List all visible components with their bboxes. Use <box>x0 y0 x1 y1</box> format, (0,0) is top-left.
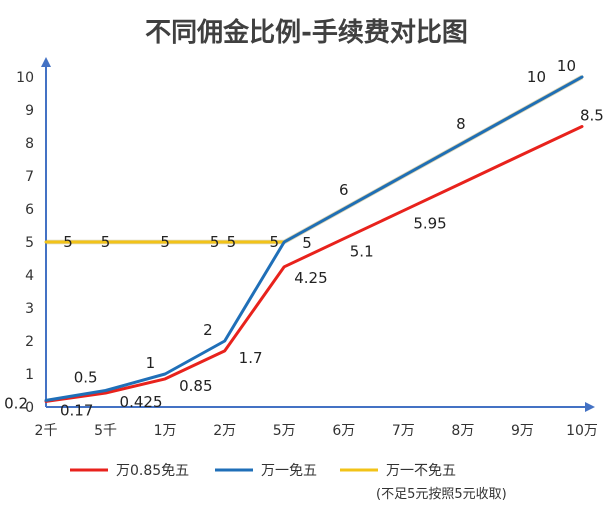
data-label: 6 <box>339 181 349 199</box>
legend-label: 万0.85免五 <box>116 463 189 479</box>
y-tick-label: 9 <box>25 103 34 119</box>
data-label: 0.425 <box>120 393 163 411</box>
legend-label: 万一免五 <box>261 463 317 479</box>
data-label: 5 <box>101 233 111 251</box>
chart-title: 不同佣金比例-手续费对比图 <box>145 18 468 48</box>
y-tick-label: 6 <box>25 202 34 218</box>
x-tick-label: 6万 <box>332 423 355 439</box>
data-label: 5.1 <box>350 243 374 261</box>
data-label: 5 <box>227 233 237 251</box>
data-label: 5 <box>210 233 220 251</box>
y-tick-label: 10 <box>16 70 34 86</box>
data-label: 0.17 <box>60 401 93 419</box>
data-label: 0.5 <box>74 369 98 387</box>
x-tick-label: 5万 <box>273 423 296 439</box>
data-label: 5.95 <box>413 215 446 233</box>
series-line-shadow <box>46 75 584 245</box>
x-tick-label: 1万 <box>154 423 177 439</box>
y-tick-label: 0 <box>25 400 34 416</box>
y-tick-label: 7 <box>25 169 34 185</box>
legend-note: (不足5元按照5元收取) <box>376 487 507 502</box>
data-label: 0.85 <box>179 377 212 395</box>
data-label: 2 <box>203 321 213 339</box>
y-tick-label: 8 <box>25 136 34 152</box>
data-label: 10 <box>527 68 546 86</box>
y-tick-label: 2 <box>25 334 34 350</box>
data-label: 8.5 <box>580 107 604 125</box>
y-tick-label: 5 <box>25 235 34 251</box>
legend-label: 万一不免五 <box>386 463 456 479</box>
data-label: 5 <box>160 233 170 251</box>
x-tick-label: 8万 <box>451 423 474 439</box>
data-label: 5 <box>63 233 73 251</box>
data-label: 1 <box>146 354 156 372</box>
x-tick-label: 9万 <box>511 423 534 439</box>
data-label: 0.2 <box>4 394 28 412</box>
y-tick-label: 4 <box>25 268 34 284</box>
data-label: 5 <box>302 234 312 252</box>
data-label: 4.25 <box>294 269 327 287</box>
data-label: 1.7 <box>239 349 263 367</box>
y-tick-label: 1 <box>25 367 34 383</box>
data-label: 8 <box>456 115 466 133</box>
x-tick-label: 2万 <box>213 423 236 439</box>
y-tick-label: 3 <box>25 301 34 317</box>
x-tick-label: 5千 <box>94 423 117 439</box>
data-label: 5 <box>269 233 279 251</box>
data-label: 10 <box>557 57 576 75</box>
x-tick-label: 7万 <box>392 423 415 439</box>
series-line-1 <box>44 125 584 403</box>
series-line-2 <box>44 75 584 402</box>
x-tick-label: 2千 <box>35 423 58 439</box>
x-tick-label: 10万 <box>566 423 598 439</box>
series-line-3 <box>44 75 584 244</box>
